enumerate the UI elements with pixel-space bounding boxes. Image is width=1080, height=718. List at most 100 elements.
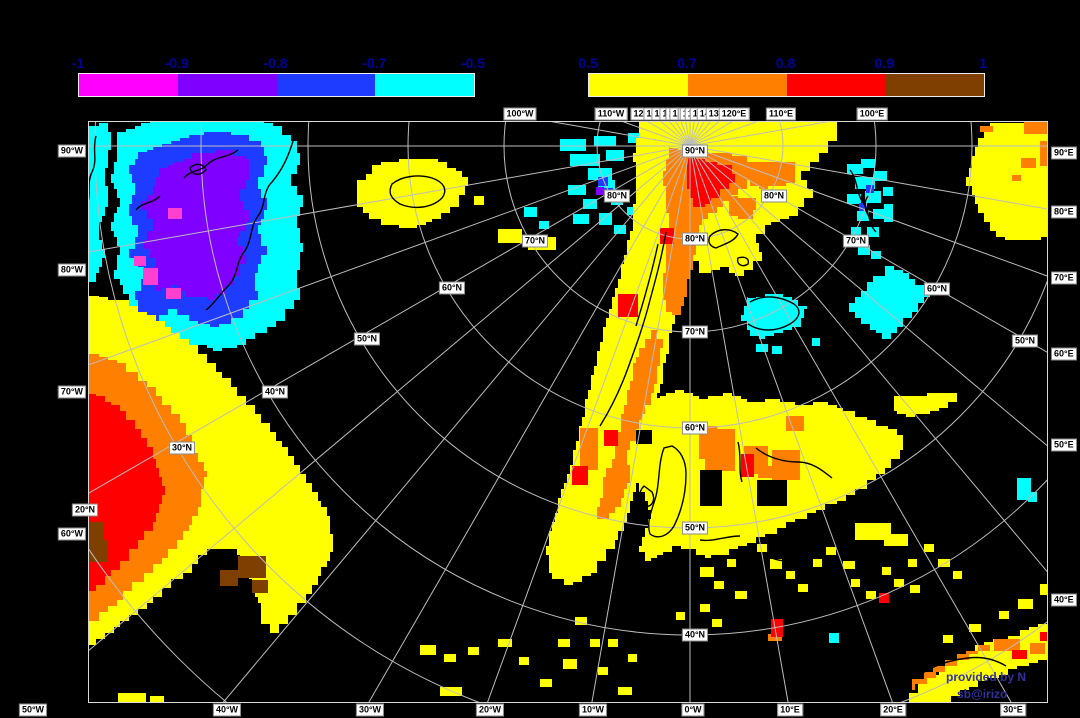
field-blob bbox=[758, 466, 774, 478]
field-blob bbox=[598, 667, 608, 675]
field-blob bbox=[699, 426, 735, 471]
grid-label: 50°W bbox=[18, 703, 48, 717]
field-blob bbox=[627, 207, 637, 215]
grid-label: 20°E bbox=[880, 703, 906, 717]
field-blob bbox=[618, 294, 638, 317]
grid-label: 90°W bbox=[57, 144, 86, 158]
grid-label: 60°E bbox=[1051, 347, 1077, 361]
colorbar-tick-label: -0.9 bbox=[164, 55, 189, 71]
field-blob bbox=[1024, 122, 1048, 134]
field-blob bbox=[700, 604, 710, 612]
colorbar-tick-label: -1 bbox=[71, 55, 85, 71]
field-blob bbox=[594, 136, 616, 146]
colorbar-segment bbox=[276, 74, 376, 96]
field-blob bbox=[943, 635, 953, 643]
field-blob bbox=[575, 617, 587, 625]
field-blob bbox=[540, 679, 552, 687]
field-blob bbox=[238, 556, 266, 578]
field-blob bbox=[857, 211, 869, 221]
field-blob bbox=[884, 204, 893, 222]
field-blob bbox=[714, 581, 724, 589]
field-blob bbox=[849, 266, 930, 339]
field-blob bbox=[866, 591, 876, 599]
field-blob bbox=[865, 191, 881, 203]
field-blob bbox=[98, 540, 108, 562]
field-blob bbox=[134, 256, 146, 266]
field-blob bbox=[524, 207, 537, 217]
field-blob bbox=[757, 480, 787, 506]
grid-label: 20°N bbox=[71, 503, 99, 517]
field-blob bbox=[599, 213, 612, 225]
field-blob bbox=[444, 654, 456, 662]
field-blob bbox=[563, 659, 577, 669]
field-blob bbox=[519, 657, 529, 665]
field-blob bbox=[440, 687, 462, 696]
field-blob bbox=[847, 164, 863, 174]
field-blob bbox=[735, 591, 747, 599]
field-blob bbox=[580, 428, 598, 470]
field-blob bbox=[786, 416, 804, 431]
field-blob bbox=[572, 466, 588, 485]
grid-label: 80°N bbox=[681, 232, 709, 246]
field-blob bbox=[357, 159, 468, 228]
field-blob bbox=[912, 645, 990, 690]
grid-label: 80°E bbox=[1051, 205, 1077, 219]
grid-label: 10°W bbox=[578, 703, 608, 717]
grid-label: 30°E bbox=[1000, 703, 1026, 717]
field-blob bbox=[786, 571, 795, 579]
field-blob bbox=[252, 580, 268, 593]
field-blob bbox=[851, 579, 860, 587]
grid-label: 10°E bbox=[777, 703, 803, 717]
colorbar-segment bbox=[885, 74, 984, 96]
field-blob bbox=[938, 559, 950, 567]
field-blob bbox=[980, 126, 993, 132]
field-blob bbox=[813, 559, 822, 567]
field-blob bbox=[468, 647, 479, 655]
field-blob bbox=[143, 268, 158, 285]
colorbar-segment bbox=[589, 74, 688, 96]
field-blob bbox=[474, 196, 484, 205]
field-blob bbox=[847, 194, 861, 204]
grid-label: 60°N bbox=[923, 282, 951, 296]
field-blob bbox=[118, 693, 146, 702]
field-blob bbox=[1021, 158, 1036, 168]
field-blob bbox=[700, 567, 714, 577]
grid-label: 120°E bbox=[718, 107, 750, 121]
colorbar-segment bbox=[177, 74, 277, 96]
grid-label: 70°N bbox=[521, 234, 549, 248]
grid-label: 50°N bbox=[353, 332, 381, 346]
field-blob bbox=[636, 430, 652, 444]
field-blob bbox=[966, 123, 1047, 240]
field-blob bbox=[873, 209, 887, 219]
grid-label: 80°W bbox=[57, 263, 86, 277]
field-blob bbox=[855, 523, 891, 540]
field-blob bbox=[166, 288, 181, 299]
field-blob bbox=[728, 195, 756, 219]
colorbar-tick-label: 1 bbox=[979, 55, 987, 71]
colorbar-segment bbox=[79, 74, 178, 96]
field-blob bbox=[924, 544, 934, 552]
colorbar-tick-label: 0.9 bbox=[874, 55, 894, 71]
field-blob bbox=[604, 430, 618, 446]
field-blob bbox=[843, 561, 855, 569]
field-blob bbox=[618, 687, 632, 695]
grid-label: 60°N bbox=[681, 421, 709, 435]
field-blob bbox=[596, 187, 604, 195]
grid-label: 70°W bbox=[57, 385, 86, 399]
grid-label: 80°N bbox=[603, 189, 631, 203]
grid-label: 60°W bbox=[57, 527, 86, 541]
coastlines bbox=[88, 135, 1007, 677]
colorbar-segment bbox=[375, 74, 474, 96]
colorbar-negative bbox=[78, 73, 475, 97]
field-blob bbox=[1040, 632, 1048, 641]
field-blob bbox=[866, 185, 874, 193]
field-blob bbox=[598, 177, 608, 186]
colorbar-segment bbox=[687, 74, 787, 96]
colorbar-positive bbox=[588, 73, 985, 97]
grid-label: 40°W bbox=[212, 703, 242, 717]
field-blob bbox=[999, 611, 1009, 619]
field-blob bbox=[700, 470, 722, 506]
field-blob bbox=[772, 346, 782, 354]
grid-label: 30°W bbox=[355, 703, 385, 717]
grid-label: 100°W bbox=[503, 107, 537, 121]
